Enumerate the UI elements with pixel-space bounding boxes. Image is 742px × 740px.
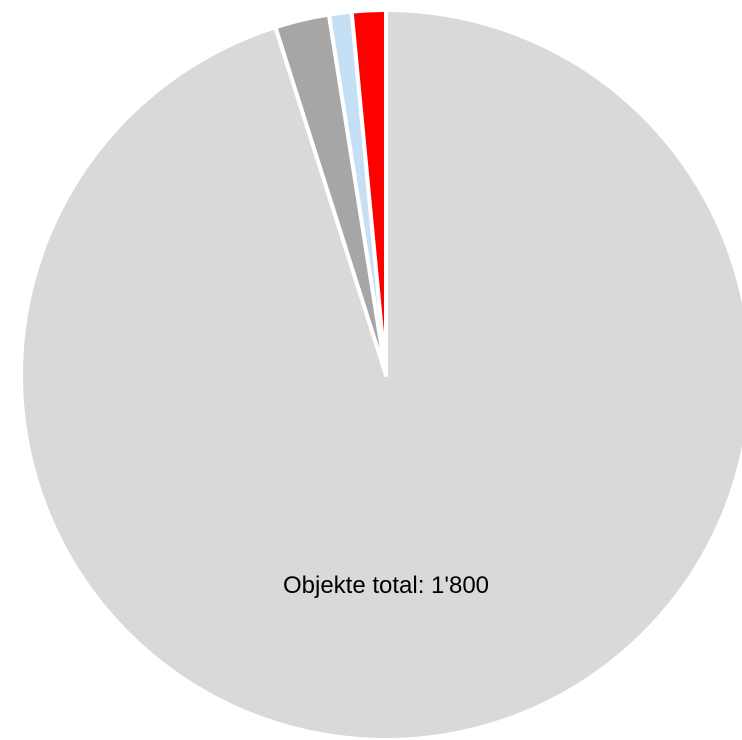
slice-red bbox=[349, 8, 388, 377]
total-objects-label: Objekte total: 1'800 bbox=[283, 572, 489, 599]
slice-main bbox=[18, 8, 742, 740]
pie-slices bbox=[18, 8, 742, 740]
